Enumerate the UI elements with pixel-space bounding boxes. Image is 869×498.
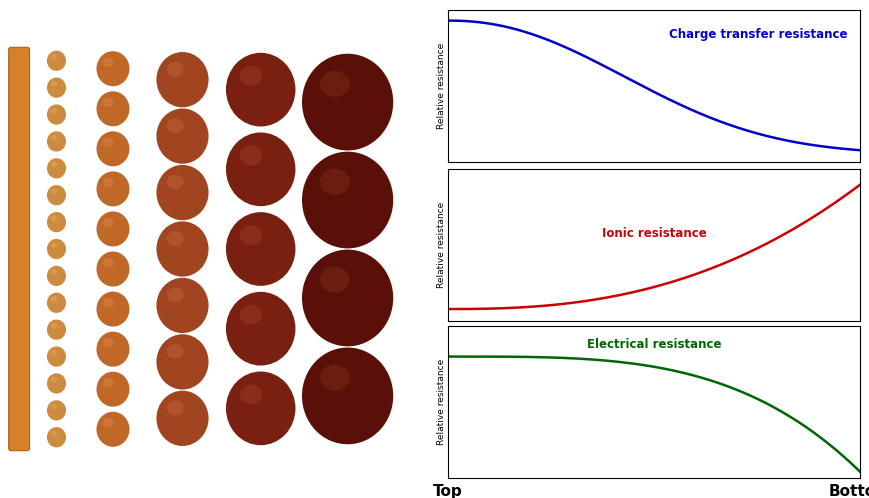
Ellipse shape: [96, 412, 129, 447]
Ellipse shape: [226, 372, 295, 445]
Ellipse shape: [240, 384, 262, 404]
Ellipse shape: [156, 278, 209, 333]
Ellipse shape: [47, 266, 66, 286]
Ellipse shape: [50, 243, 56, 248]
Ellipse shape: [96, 171, 129, 206]
Text: Charge transfer resistance: Charge transfer resistance: [669, 28, 848, 41]
FancyBboxPatch shape: [9, 47, 30, 451]
Ellipse shape: [47, 293, 66, 313]
Ellipse shape: [50, 350, 56, 356]
Y-axis label: Relative resistance: Relative resistance: [437, 43, 446, 129]
Ellipse shape: [47, 185, 66, 205]
Ellipse shape: [47, 78, 66, 98]
Ellipse shape: [47, 212, 66, 232]
Ellipse shape: [96, 131, 129, 166]
Ellipse shape: [50, 54, 56, 60]
Ellipse shape: [47, 320, 66, 340]
Ellipse shape: [103, 378, 114, 387]
Text: Electrical resistance: Electrical resistance: [587, 338, 721, 352]
Ellipse shape: [103, 178, 114, 187]
Ellipse shape: [156, 221, 209, 277]
Ellipse shape: [50, 162, 56, 167]
Ellipse shape: [50, 269, 56, 275]
Ellipse shape: [320, 266, 349, 293]
Ellipse shape: [47, 51, 66, 71]
Ellipse shape: [50, 189, 56, 194]
Ellipse shape: [50, 404, 56, 409]
Ellipse shape: [50, 296, 56, 302]
Ellipse shape: [240, 225, 262, 245]
Ellipse shape: [156, 109, 209, 164]
Ellipse shape: [47, 131, 66, 151]
Ellipse shape: [47, 105, 66, 124]
Ellipse shape: [103, 298, 114, 307]
Ellipse shape: [50, 431, 56, 436]
Ellipse shape: [320, 71, 349, 97]
Ellipse shape: [240, 145, 262, 165]
Ellipse shape: [50, 108, 56, 114]
Ellipse shape: [96, 332, 129, 367]
Text: Ionic resistance: Ionic resistance: [601, 227, 706, 240]
Ellipse shape: [103, 257, 114, 267]
Ellipse shape: [47, 400, 66, 420]
Ellipse shape: [96, 212, 129, 247]
Ellipse shape: [167, 231, 183, 246]
Y-axis label: Relative resistance: Relative resistance: [437, 359, 446, 445]
Ellipse shape: [96, 91, 129, 126]
Ellipse shape: [47, 347, 66, 367]
Ellipse shape: [47, 427, 66, 447]
Ellipse shape: [226, 132, 295, 206]
Ellipse shape: [226, 212, 295, 286]
Ellipse shape: [302, 54, 393, 150]
Ellipse shape: [96, 251, 129, 286]
Ellipse shape: [240, 66, 262, 86]
Ellipse shape: [226, 292, 295, 366]
Ellipse shape: [302, 348, 393, 444]
Ellipse shape: [103, 418, 114, 427]
Ellipse shape: [96, 51, 129, 86]
Ellipse shape: [103, 137, 114, 147]
Ellipse shape: [103, 57, 114, 67]
Ellipse shape: [50, 81, 56, 87]
Ellipse shape: [167, 118, 183, 133]
Ellipse shape: [96, 292, 129, 327]
Ellipse shape: [103, 338, 114, 347]
Ellipse shape: [167, 175, 183, 190]
Ellipse shape: [103, 98, 114, 107]
Ellipse shape: [50, 135, 56, 140]
Y-axis label: Relative resistance: Relative resistance: [437, 202, 446, 288]
Ellipse shape: [167, 344, 183, 359]
Ellipse shape: [156, 334, 209, 389]
Ellipse shape: [47, 158, 66, 178]
Ellipse shape: [302, 249, 393, 346]
Ellipse shape: [103, 218, 114, 227]
Ellipse shape: [47, 239, 66, 259]
Ellipse shape: [167, 62, 183, 77]
Ellipse shape: [50, 323, 56, 329]
Ellipse shape: [47, 374, 66, 393]
Ellipse shape: [320, 169, 349, 195]
Ellipse shape: [156, 390, 209, 446]
Ellipse shape: [156, 165, 209, 220]
Ellipse shape: [167, 400, 183, 415]
Ellipse shape: [240, 305, 262, 325]
Ellipse shape: [50, 377, 56, 382]
Ellipse shape: [156, 52, 209, 107]
Ellipse shape: [226, 53, 295, 126]
Ellipse shape: [302, 152, 393, 249]
Ellipse shape: [96, 372, 129, 407]
Ellipse shape: [167, 287, 183, 302]
Ellipse shape: [320, 365, 349, 390]
Ellipse shape: [50, 216, 56, 221]
